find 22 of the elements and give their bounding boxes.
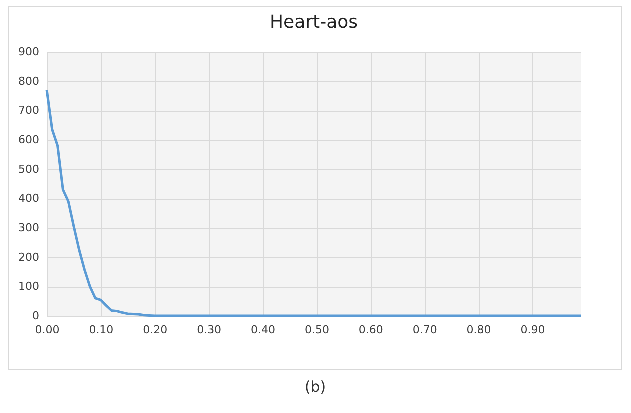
y-tick-label: 500 [18, 162, 40, 176]
x-tick-label: 0.20 [143, 324, 168, 336]
y-tick-label: 400 [18, 192, 40, 206]
x-tick-label: 0.30 [197, 324, 222, 336]
text: (b) [304, 378, 328, 396]
x-tick-label: 0.40 [251, 324, 276, 336]
y-tick-label: 700 [18, 104, 40, 118]
y-tick-label: 200 [18, 250, 40, 264]
y-tick-label: 800 [18, 74, 40, 88]
x-tick-label: 0.60 [358, 324, 384, 336]
y-tick-label: 100 [18, 280, 40, 294]
x-tick-label: 0.80 [466, 324, 492, 336]
x-tick-label: 0.90 [520, 324, 546, 336]
chart-title: Heart-aos [270, 12, 358, 33]
x-tick-label: 0.00 [35, 324, 60, 336]
x-tick-label: 0.50 [304, 324, 330, 336]
x-tick-label: 0.70 [412, 324, 438, 336]
y-tick-label: 0 [32, 310, 40, 322]
y-tick-label: 900 [18, 46, 40, 58]
x-tick-label: 0.10 [89, 324, 114, 336]
y-tick-label: 600 [18, 134, 40, 146]
y-tick-label: 300 [18, 222, 40, 234]
